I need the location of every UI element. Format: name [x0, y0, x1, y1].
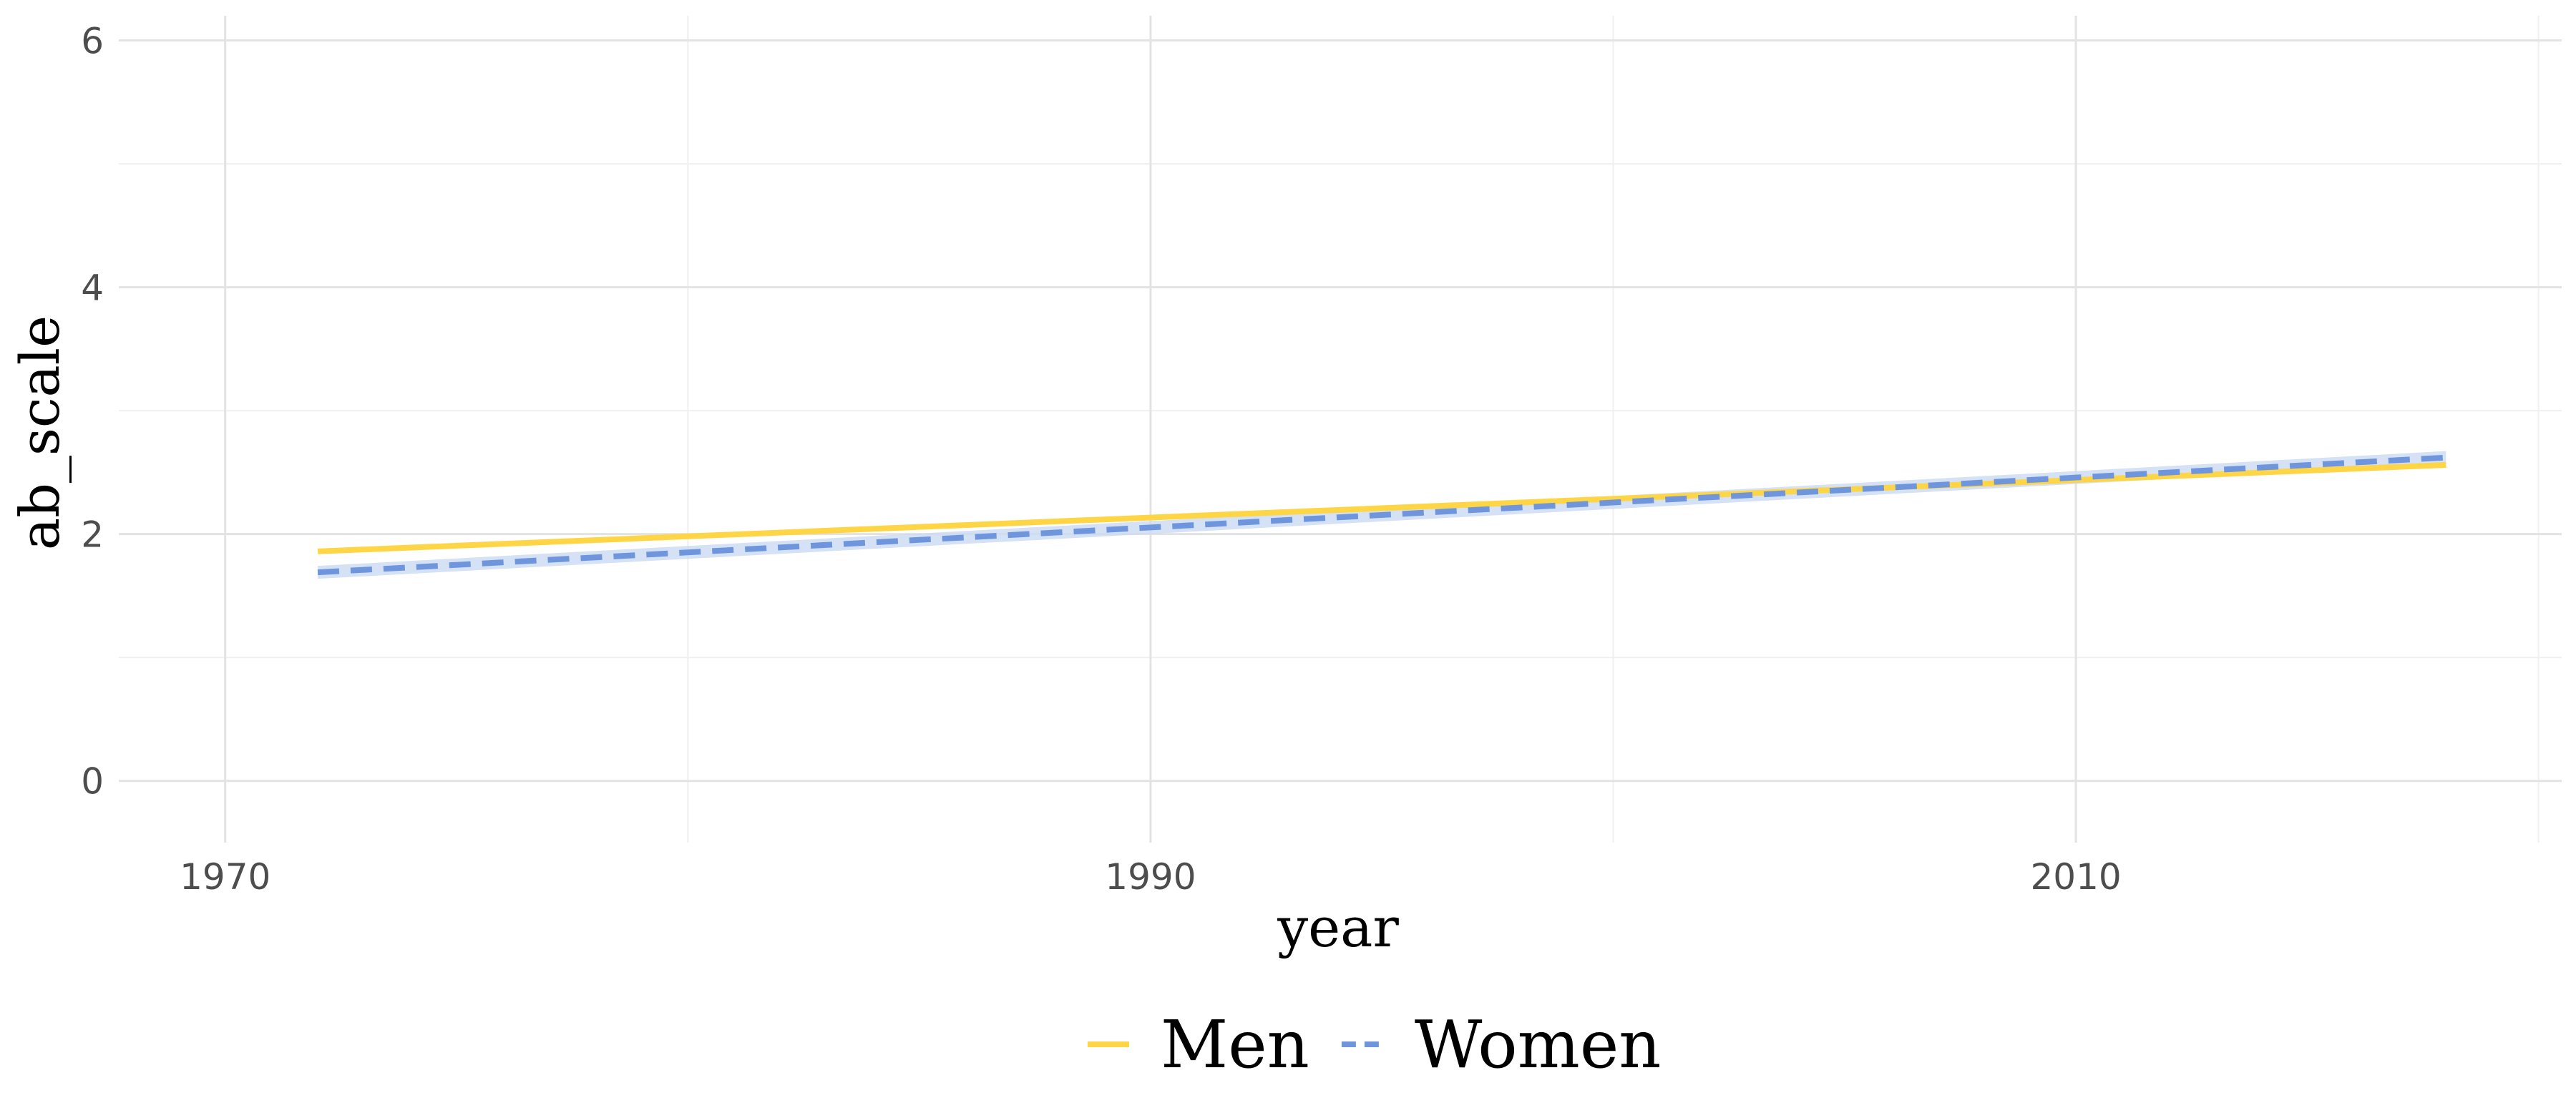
series-line-women — [317, 454, 2446, 576]
x-tick-label: 1970 — [180, 856, 270, 898]
y-tick-label: 6 — [81, 21, 104, 62]
legend: Men Women — [1088, 1006, 1662, 1083]
legend-label-men: Men — [1161, 1006, 1309, 1083]
y-axis-title: ab_scale — [8, 315, 72, 550]
tick-labels: 1970 1990 2010 0 2 4 6 — [81, 21, 2122, 898]
series-line-men — [317, 462, 2446, 554]
x-axis-title: year — [1277, 896, 1399, 959]
grid — [119, 16, 2562, 843]
series-lines — [317, 454, 2446, 576]
y-tick-label: 2 — [81, 514, 104, 556]
legend-label-women: Women — [1415, 1006, 1662, 1083]
x-tick-label: 1990 — [1105, 856, 1196, 898]
y-tick-label: 4 — [81, 268, 104, 309]
x-tick-label: 2010 — [2030, 856, 2121, 898]
y-tick-label: 0 — [81, 761, 104, 803]
